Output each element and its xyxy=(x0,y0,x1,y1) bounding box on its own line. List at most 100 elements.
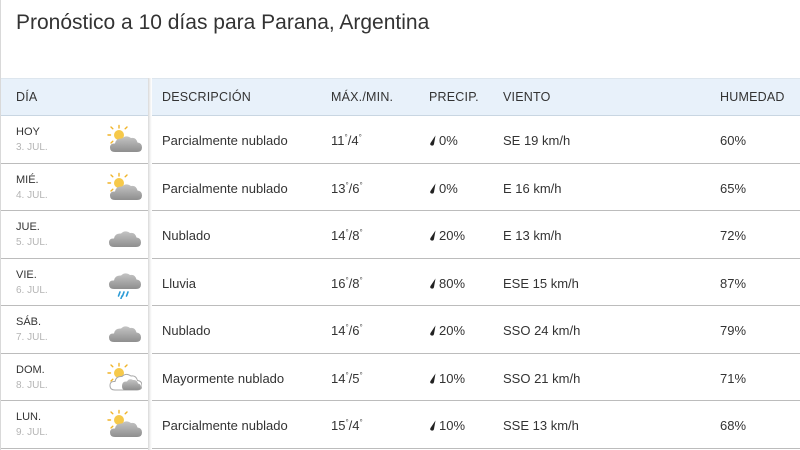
header-wind[interactable]: VIENTO xyxy=(503,90,551,104)
temp-separator: / xyxy=(348,418,353,433)
wind: E 16 km/h xyxy=(503,180,562,196)
min-temp: 4 xyxy=(352,418,360,433)
day-date: 9. JUL. xyxy=(16,427,48,438)
degree-symbol: ° xyxy=(345,180,349,190)
day-name: LUN. xyxy=(16,411,42,423)
raindrop-icon xyxy=(429,181,439,196)
precipitation: 10% xyxy=(429,371,465,386)
forecast-table: DÍA DESCRIPCIÓN MÁX./MIN. PRECIP. VIENTO… xyxy=(1,78,800,449)
table-row[interactable]: LUN. 9. JUL. Parcialmente nublado 15°/4°… xyxy=(1,401,800,449)
min-temp: 6 xyxy=(352,180,360,196)
day-name: VIE. xyxy=(16,268,37,281)
mostly-cloudy-icon xyxy=(106,362,143,394)
degree-symbol: ° xyxy=(359,418,363,427)
wind: SSO 21 km/h xyxy=(503,370,581,386)
raindrop-icon xyxy=(429,418,439,433)
degree-symbol: ° xyxy=(359,228,363,237)
max-min-temp: 16°/8° xyxy=(331,276,363,291)
description: Mayormente nublado xyxy=(162,370,285,386)
description: Parcialmente nublado xyxy=(162,418,288,433)
humidity: 87% xyxy=(720,275,747,291)
day-name: JUE. xyxy=(16,221,40,233)
degree-symbol: ° xyxy=(359,370,363,380)
table-row[interactable]: JUE. 5. JUL. Nublado 14°/8° 20% E 13 km/… xyxy=(1,211,800,259)
cloudy-icon xyxy=(106,219,142,251)
header-humidity[interactable]: HUMEDAD xyxy=(720,90,785,104)
header-description[interactable]: DESCRIPCIÓN xyxy=(162,90,252,104)
rain-icon xyxy=(106,267,142,299)
header-day[interactable]: DÍA xyxy=(16,90,38,104)
temp-separator: / xyxy=(348,180,353,196)
table-row[interactable]: DOM. 8. JUL. Mayormente nublado 14°/5° 1… xyxy=(1,353,800,401)
day-date: 4. JUL. xyxy=(16,189,48,201)
temp-separator: / xyxy=(348,323,353,338)
raindrop-icon xyxy=(429,276,439,291)
min-temp: 5 xyxy=(352,370,360,386)
degree-symbol: ° xyxy=(359,275,363,285)
raindrop-icon xyxy=(429,323,439,338)
page-title: Pronóstico a 10 días para Parana, Argent… xyxy=(16,11,430,34)
header-precip[interactable]: PRECIP. xyxy=(429,90,479,104)
max-temp: 11 xyxy=(331,133,345,148)
column-divider xyxy=(148,78,152,450)
description: Parcialmente nublado xyxy=(162,180,288,196)
table-row[interactable]: HOY 3. JUL. Parcialmente nublado 11°/4° … xyxy=(1,116,800,164)
humidity: 65% xyxy=(720,180,747,196)
degree-symbol: ° xyxy=(345,275,349,285)
description: Nublado xyxy=(162,323,211,338)
raindrop-icon xyxy=(429,228,439,243)
degree-symbol: ° xyxy=(345,370,349,380)
temp-separator: / xyxy=(347,133,352,148)
min-temp: 6 xyxy=(352,323,360,338)
max-temp: 14 xyxy=(331,228,346,243)
table-row[interactable]: VIE. 6. JUL. Lluvia 16°/8° 80% ESE 15 km… xyxy=(1,258,800,306)
day-name: DOM. xyxy=(16,363,45,376)
day-date: 3. JUL. xyxy=(16,142,48,153)
precip-value: 0% xyxy=(439,133,458,148)
max-temp: 14 xyxy=(331,370,346,386)
max-temp: 13 xyxy=(331,180,346,196)
humidity: 72% xyxy=(720,228,747,243)
temp-separator: / xyxy=(348,370,353,386)
temp-separator: / xyxy=(348,275,353,291)
precip-value: 0% xyxy=(439,180,458,196)
humidity: 60% xyxy=(720,133,747,148)
table-row[interactable]: MIÉ. 4. JUL. Parcialmente nublado 13°/6°… xyxy=(1,163,800,211)
max-min-temp: 13°/6° xyxy=(331,181,363,196)
wind: SSO 24 km/h xyxy=(503,323,581,338)
max-temp: 14 xyxy=(331,323,346,338)
max-temp: 16 xyxy=(331,275,346,291)
humidity: 68% xyxy=(720,418,747,433)
min-temp: 8 xyxy=(352,228,360,243)
wind: E 13 km/h xyxy=(503,228,562,243)
precipitation: 20% xyxy=(429,228,465,243)
max-min-temp: 15°/4° xyxy=(331,418,363,433)
day-name: MIÉ. xyxy=(16,173,39,186)
max-min-temp: 11°/4° xyxy=(331,133,362,148)
degree-symbol: ° xyxy=(345,228,349,237)
precipitation: 20% xyxy=(429,323,465,338)
precip-value: 80% xyxy=(439,275,466,291)
table-row[interactable]: SÁB. 7. JUL. Nublado 14°/6° 20% SSO 24 k… xyxy=(1,306,800,354)
precipitation: 0% xyxy=(429,133,458,148)
max-min-temp: 14°/6° xyxy=(331,323,363,338)
raindrop-icon xyxy=(429,371,439,386)
description: Lluvia xyxy=(162,275,196,291)
precip-value: 20% xyxy=(439,323,466,338)
precip-value: 20% xyxy=(439,228,466,243)
min-temp: 8 xyxy=(352,275,360,291)
max-temp: 15 xyxy=(331,418,346,433)
cloudy-icon xyxy=(106,314,142,346)
day-date: 8. JUL. xyxy=(16,379,48,391)
max-min-temp: 14°/5° xyxy=(331,371,363,386)
humidity: 71% xyxy=(720,370,747,386)
header-maxmin[interactable]: MÁX./MIN. xyxy=(331,90,394,104)
degree-symbol: ° xyxy=(358,133,362,142)
day-name: HOY xyxy=(16,126,40,138)
precip-value: 10% xyxy=(439,370,466,386)
title-bar: Pronóstico a 10 días para Parana, Argent… xyxy=(1,0,800,78)
degree-symbol: ° xyxy=(359,323,363,332)
partly-cloudy-icon xyxy=(106,172,142,204)
degree-symbol: ° xyxy=(359,180,363,190)
